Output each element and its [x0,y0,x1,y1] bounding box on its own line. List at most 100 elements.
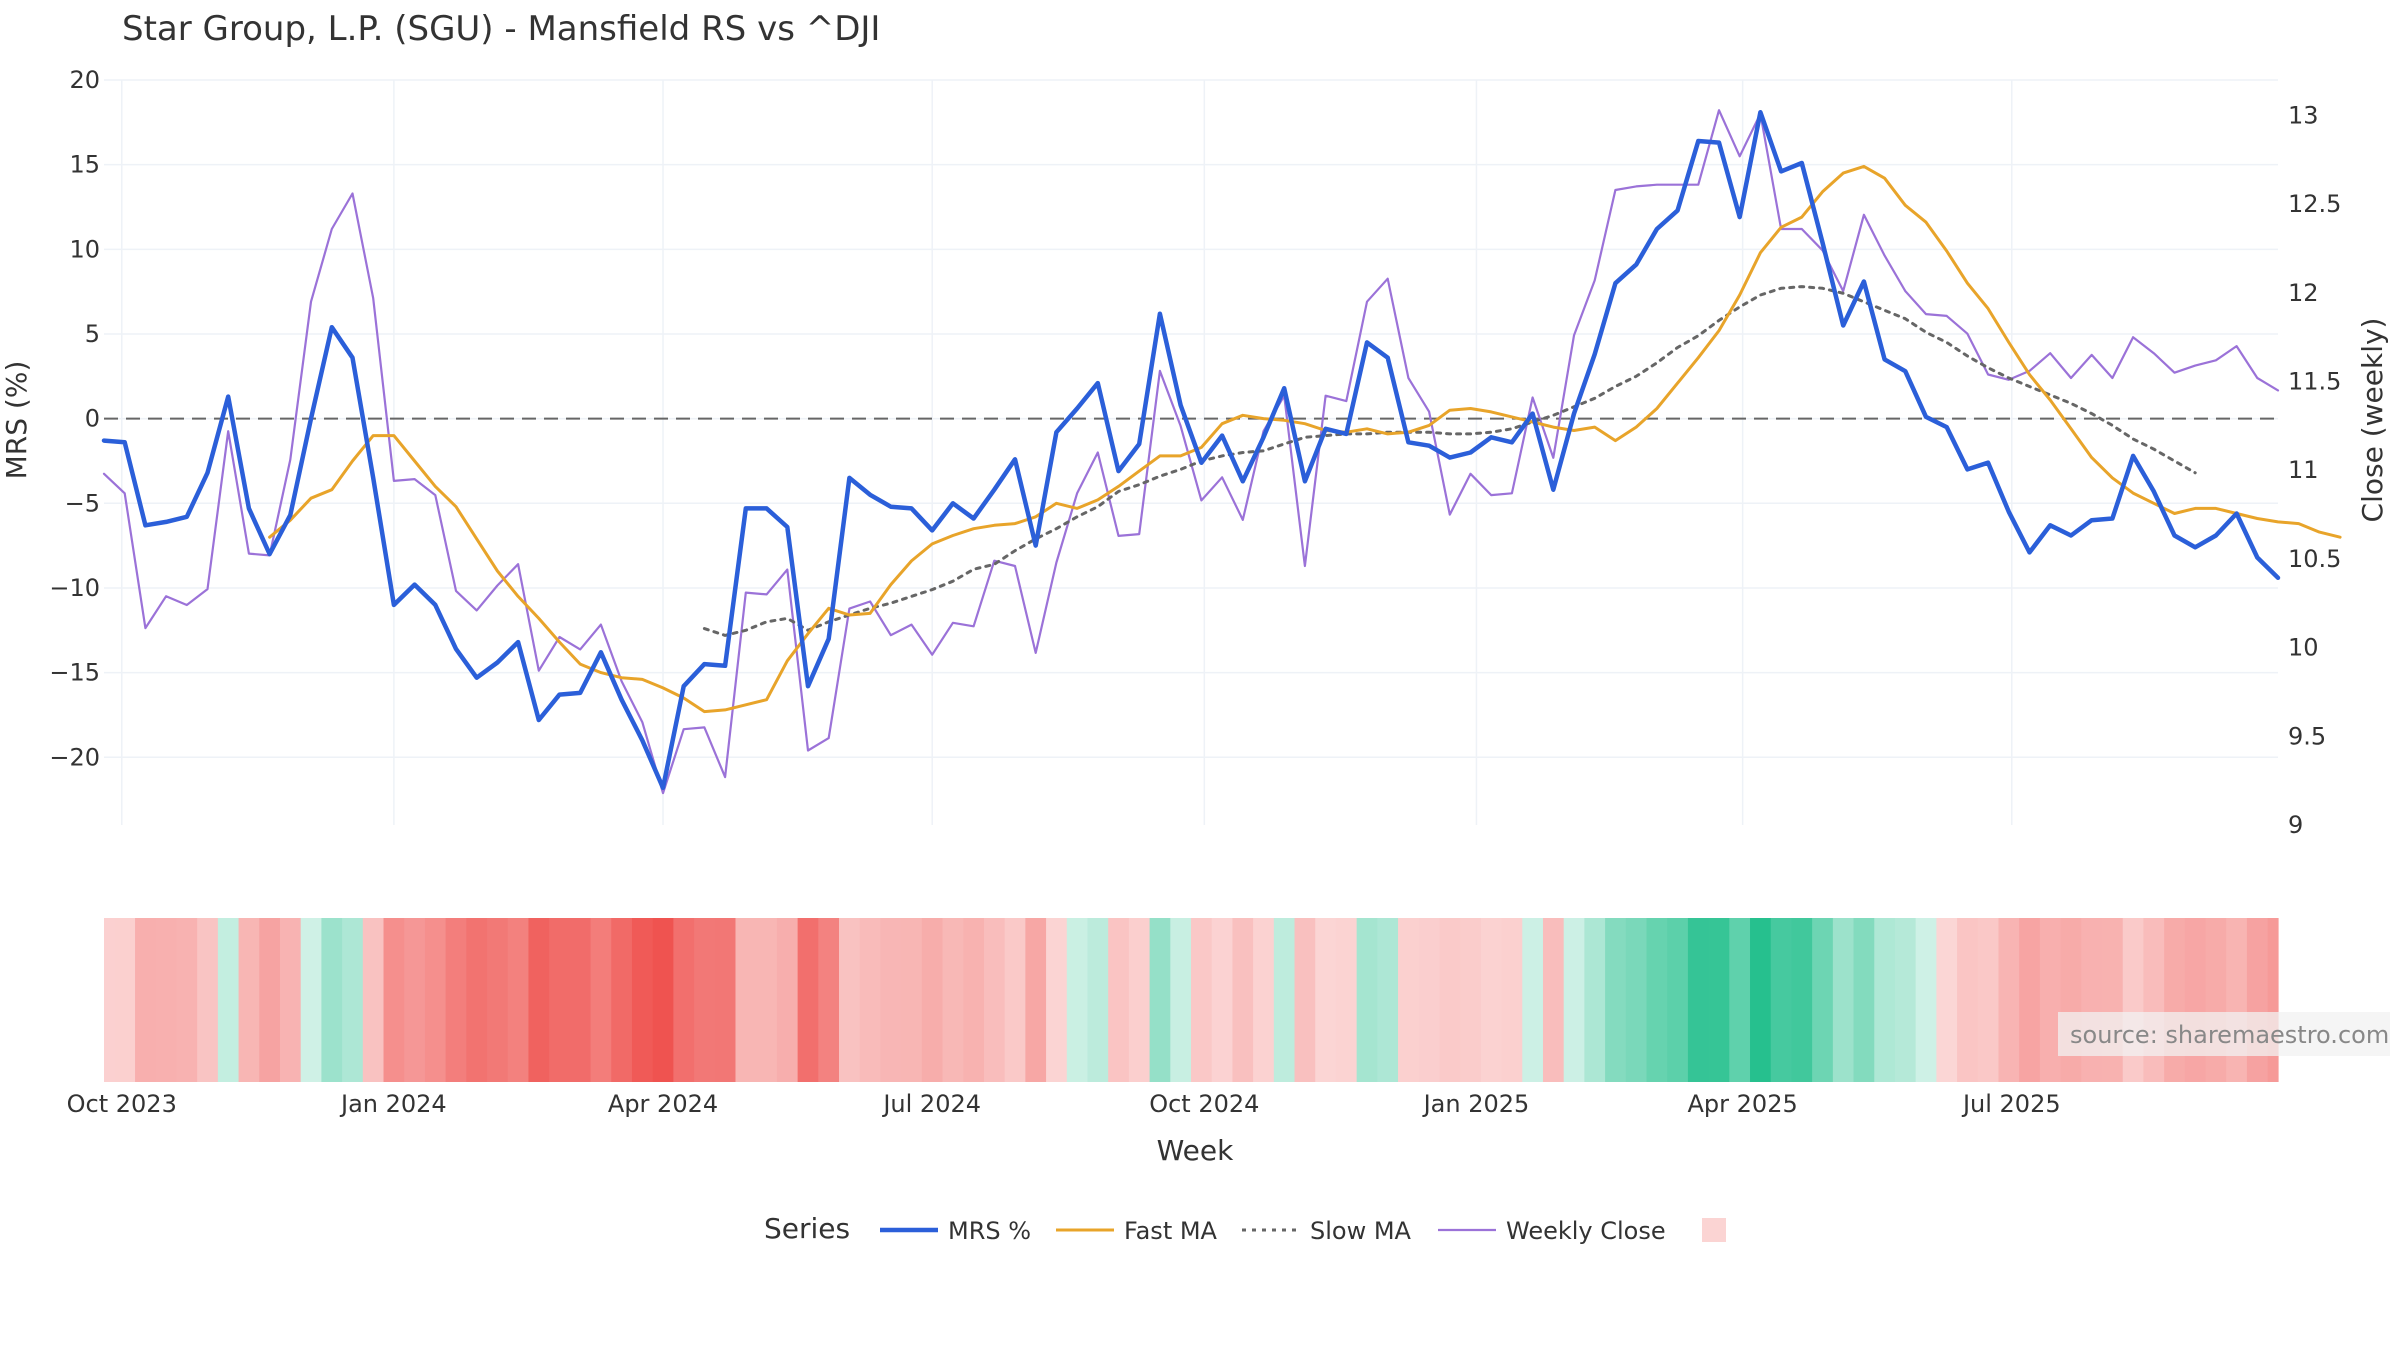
y-tick-label: 0 [85,405,100,433]
heatmap-cell [487,918,509,1082]
heatmap-cell [942,918,964,1082]
heatmap-cell [1294,918,1316,1082]
heatmap-cell [1087,918,1109,1082]
heatmap-cell [1874,918,1896,1082]
source-note-background [2058,1012,2390,1056]
heatmap-cell [1750,918,1772,1082]
legend-label: Slow MA [1310,1217,1412,1245]
y2-tick-label: 10.5 [2288,545,2341,573]
heatmap-cell [155,918,178,1082]
heatmap-cell [1273,918,1296,1082]
heatmap-cell [300,918,322,1082]
x-tick-label: Jul 2024 [881,1090,981,1118]
heatmap-cell [901,918,923,1082]
legend-label: MRS % [948,1217,1031,1245]
heatmap-cell [776,918,799,1082]
heatmap-cell [279,918,302,1082]
series-line-slow-ma [702,285,2197,637]
heatmap-cell [176,918,198,1082]
legend: Series MRS % Fast MA Slow MA Weekly Close [764,1212,1726,1245]
series-lines [101,109,2342,795]
heatmap-cell [1832,918,1855,1082]
heatmap-cell [2164,918,2186,1082]
x-axis-ticks: Oct 2023 Jan 2024 Apr 2024 Jul 2024 Oct 2024… [67,1090,2061,1118]
heatmap-cell [1315,918,1337,1082]
series-line-fast-ma [268,164,2342,714]
heatmap-cell [445,918,467,1082]
heatmap-cell [797,918,819,1082]
heatmap-cell [983,918,1006,1082]
y2-tick-label: 12.5 [2288,190,2341,218]
heatmap-cell [2246,918,2269,1082]
heatmap-cell [2267,918,2279,1082]
heatmap-cell [1480,918,1503,1082]
y2-axis-title: Close (weekly) [2356,318,2389,523]
heatmap-cell [694,918,716,1082]
x-tick-label: Jan 2025 [1422,1090,1530,1118]
heatmap-cell [2081,918,2103,1082]
heatmap-cell [1108,918,1130,1082]
heatmap-cell [1729,918,1751,1082]
heatmap-cell [114,918,136,1082]
heatmap-strip [104,918,2279,1082]
heatmap-cell [1191,918,1213,1082]
heatmap-cell [880,918,902,1082]
heatmap-cell [2122,918,2145,1082]
heatmap-cell [859,918,882,1082]
heatmap-cell [652,918,674,1082]
heatmap-cell [197,918,219,1082]
y-axis-title: MRS (%) [0,361,33,480]
legend-heatmap-swatch [1702,1218,1726,1242]
heatmap-cell [1335,918,1358,1082]
heatmap-cell [1584,918,1606,1082]
heatmap-cell [2143,918,2165,1082]
heatmap-cell [1853,918,1875,1082]
y2-tick-label: 11.5 [2288,368,2341,396]
heatmap-cell [1791,918,1813,1082]
heatmap-cell [424,918,447,1082]
heatmap-cell [507,918,530,1082]
heatmap-cell [1460,918,1482,1082]
heatmap-cell [528,918,550,1082]
heatmap-cell [2226,918,2248,1082]
y-tick-label: −20 [49,743,100,771]
heatmap-cell [238,918,260,1082]
x-tick-label: Apr 2024 [608,1090,718,1118]
x-tick-label: Apr 2025 [1688,1090,1798,1118]
heatmap-cell [921,918,944,1082]
heatmap-cell [2060,918,2082,1082]
heatmap-cell [1377,918,1399,1082]
heatmap-cell [631,918,654,1082]
heatmap-cell [259,918,281,1082]
heatmap-cell [1356,918,1378,1082]
heatmap-cell [1004,918,1026,1082]
x-tick-label: Jul 2025 [1961,1090,2061,1118]
heatmap-cell [1025,918,1047,1082]
heatmap-cell [217,918,240,1082]
left-axis-ticks: 20 15 10 5 0 −5 −10 −15 −20 [49,66,100,771]
heatmap-cell [1646,918,1668,1082]
y-tick-label: 15 [69,151,100,179]
heatmap-cell [1128,918,1151,1082]
heatmap-cell [404,918,426,1082]
heatmap-cell [2039,918,2062,1082]
heatmap-cell [839,918,861,1082]
y2-tick-label: 10 [2288,634,2319,662]
heatmap-cell [1625,918,1648,1082]
heatmap-cell [735,918,757,1082]
heatmap-cell [1894,918,1917,1082]
right-axis-ticks: 13 12.5 12 11.5 11 10.5 10 9.5 9 [2288,101,2341,839]
heatmap-cell [1605,918,1627,1082]
heatmap-cell [1915,918,1937,1082]
heatmap-cell [1418,918,1441,1082]
heatmap-cell [2102,918,2124,1082]
heatmap-cell [2019,918,2041,1082]
heatmap-cell [1149,918,1171,1082]
heatmap-cell [1563,918,1585,1082]
source-note: source: sharemaestro.com [2070,1021,2389,1049]
chart-title: Star Group, L.P. (SGU) - Mansfield RS vs… [122,9,880,49]
y-tick-label: 5 [85,320,100,348]
heatmap-cell [1046,918,1068,1082]
heatmap-cell [1398,918,1420,1082]
x-tick-label: Oct 2024 [1149,1090,1259,1118]
